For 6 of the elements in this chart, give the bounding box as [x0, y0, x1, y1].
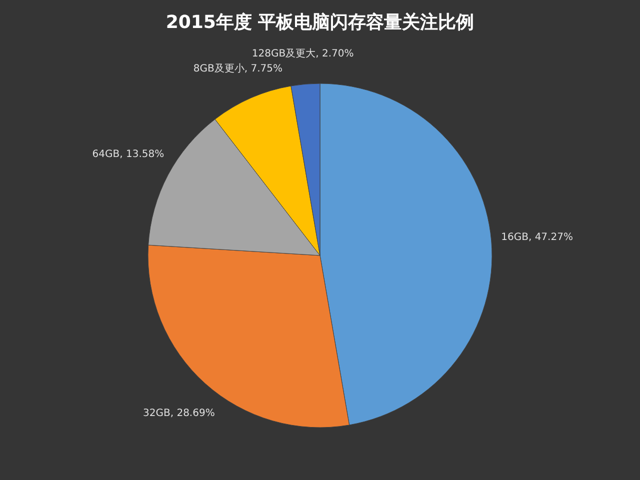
slice-label: 32GB, 28.69%	[143, 408, 215, 420]
slice-label: 8GB及更小, 7.75%	[193, 62, 282, 74]
slice-label: 128GB及更大, 2.70%	[252, 47, 354, 60]
chart-title: 2015年度 平板电脑闪存容量关注比例	[166, 12, 474, 33]
slice-label: 64GB, 13.58%	[92, 148, 164, 160]
slice-label: 16GB, 47.27%	[501, 232, 573, 243]
